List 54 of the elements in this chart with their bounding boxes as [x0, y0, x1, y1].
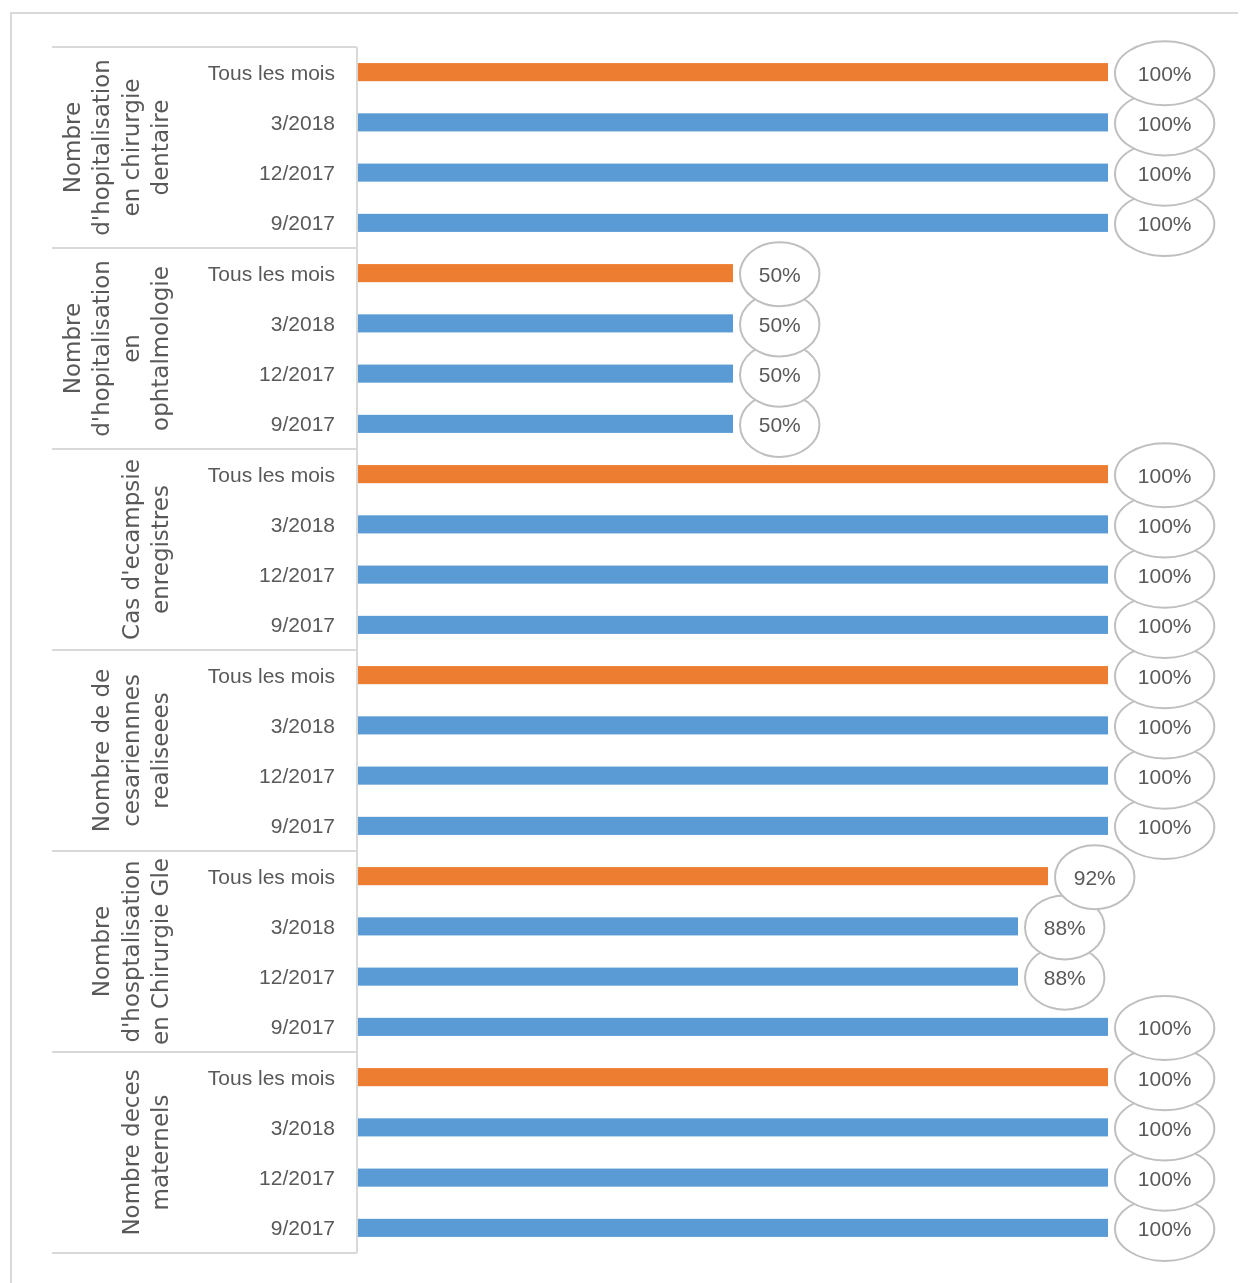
y-tick-label: 3/2018: [270, 1115, 335, 1139]
y-axis-title: Cas d'ecampsie enregistres: [117, 459, 173, 640]
data-label: 100%: [1137, 1116, 1192, 1140]
y-tick-label: 9/2017: [270, 412, 335, 436]
y-tick-label: 9/2017: [270, 814, 335, 838]
data-label: 100%: [1137, 714, 1192, 738]
data-label: 50%: [758, 363, 801, 387]
data-label: 50%: [758, 262, 801, 286]
y-tick-label: Tous les mois: [207, 1065, 335, 1089]
data-label: 88%: [1043, 966, 1086, 990]
y-tick-label: 12/2017: [259, 1166, 335, 1190]
y-tick-label: Tous les mois: [207, 261, 335, 285]
data-label: 100%: [1137, 61, 1192, 85]
data-label: 100%: [1137, 513, 1192, 537]
data-label: 50%: [758, 312, 801, 336]
y-tick-label: 12/2017: [259, 764, 335, 788]
data-label: 100%: [1137, 162, 1192, 186]
data-label: 100%: [1137, 1167, 1192, 1191]
y-tick-label: 3/2018: [270, 311, 335, 335]
y-axis-title: Nombre d'hopitalisation en ophtalmologie: [58, 260, 173, 437]
data-label: 88%: [1043, 915, 1086, 939]
data-label: 50%: [758, 413, 801, 437]
data-label: 100%: [1137, 111, 1192, 135]
data-label: 100%: [1137, 765, 1192, 789]
y-axis-title: Nombre deces maternels: [117, 1069, 173, 1236]
data-label: 100%: [1137, 564, 1192, 588]
data-label: 100%: [1137, 664, 1192, 688]
y-tick-label: 12/2017: [259, 563, 335, 587]
y-tick-label: 9/2017: [270, 613, 335, 637]
data-label: 100%: [1137, 463, 1192, 487]
data-label: 100%: [1137, 815, 1192, 839]
y-tick-label: 9/2017: [270, 1015, 335, 1039]
y-axis-title: Nombre de de cesariennnes realiseees: [88, 668, 173, 833]
y-axis-title: Nombre d'hopitalisation en chirurgie dentaire: [58, 59, 173, 236]
data-label: 100%: [1137, 1217, 1192, 1241]
y-tick-label: Tous les mois: [207, 60, 335, 84]
y-tick-label: 3/2018: [270, 914, 335, 938]
data-label: 100%: [1137, 1066, 1192, 1090]
y-tick-label: 9/2017: [270, 211, 335, 235]
y-tick-label: 12/2017: [259, 965, 335, 989]
y-tick-label: Tous les mois: [207, 663, 335, 687]
y-tick-label: 12/2017: [259, 161, 335, 185]
y-tick-label: 3/2018: [270, 110, 335, 134]
y-tick-label: 9/2017: [270, 1216, 335, 1240]
y-tick-label: 3/2018: [270, 713, 335, 737]
y-tick-label: Tous les mois: [207, 864, 335, 888]
data-label: 100%: [1137, 1016, 1192, 1040]
y-tick-label: Tous les mois: [207, 462, 335, 486]
data-label: 100%: [1137, 212, 1192, 236]
y-tick-label: 3/2018: [270, 512, 335, 536]
data-label: 100%: [1137, 614, 1192, 638]
y-tick-label: 12/2017: [259, 362, 335, 386]
y-axis-title: Nombre d'hosptalisation en Chirurgie Gle: [88, 858, 173, 1045]
data-label: 92%: [1073, 865, 1116, 889]
